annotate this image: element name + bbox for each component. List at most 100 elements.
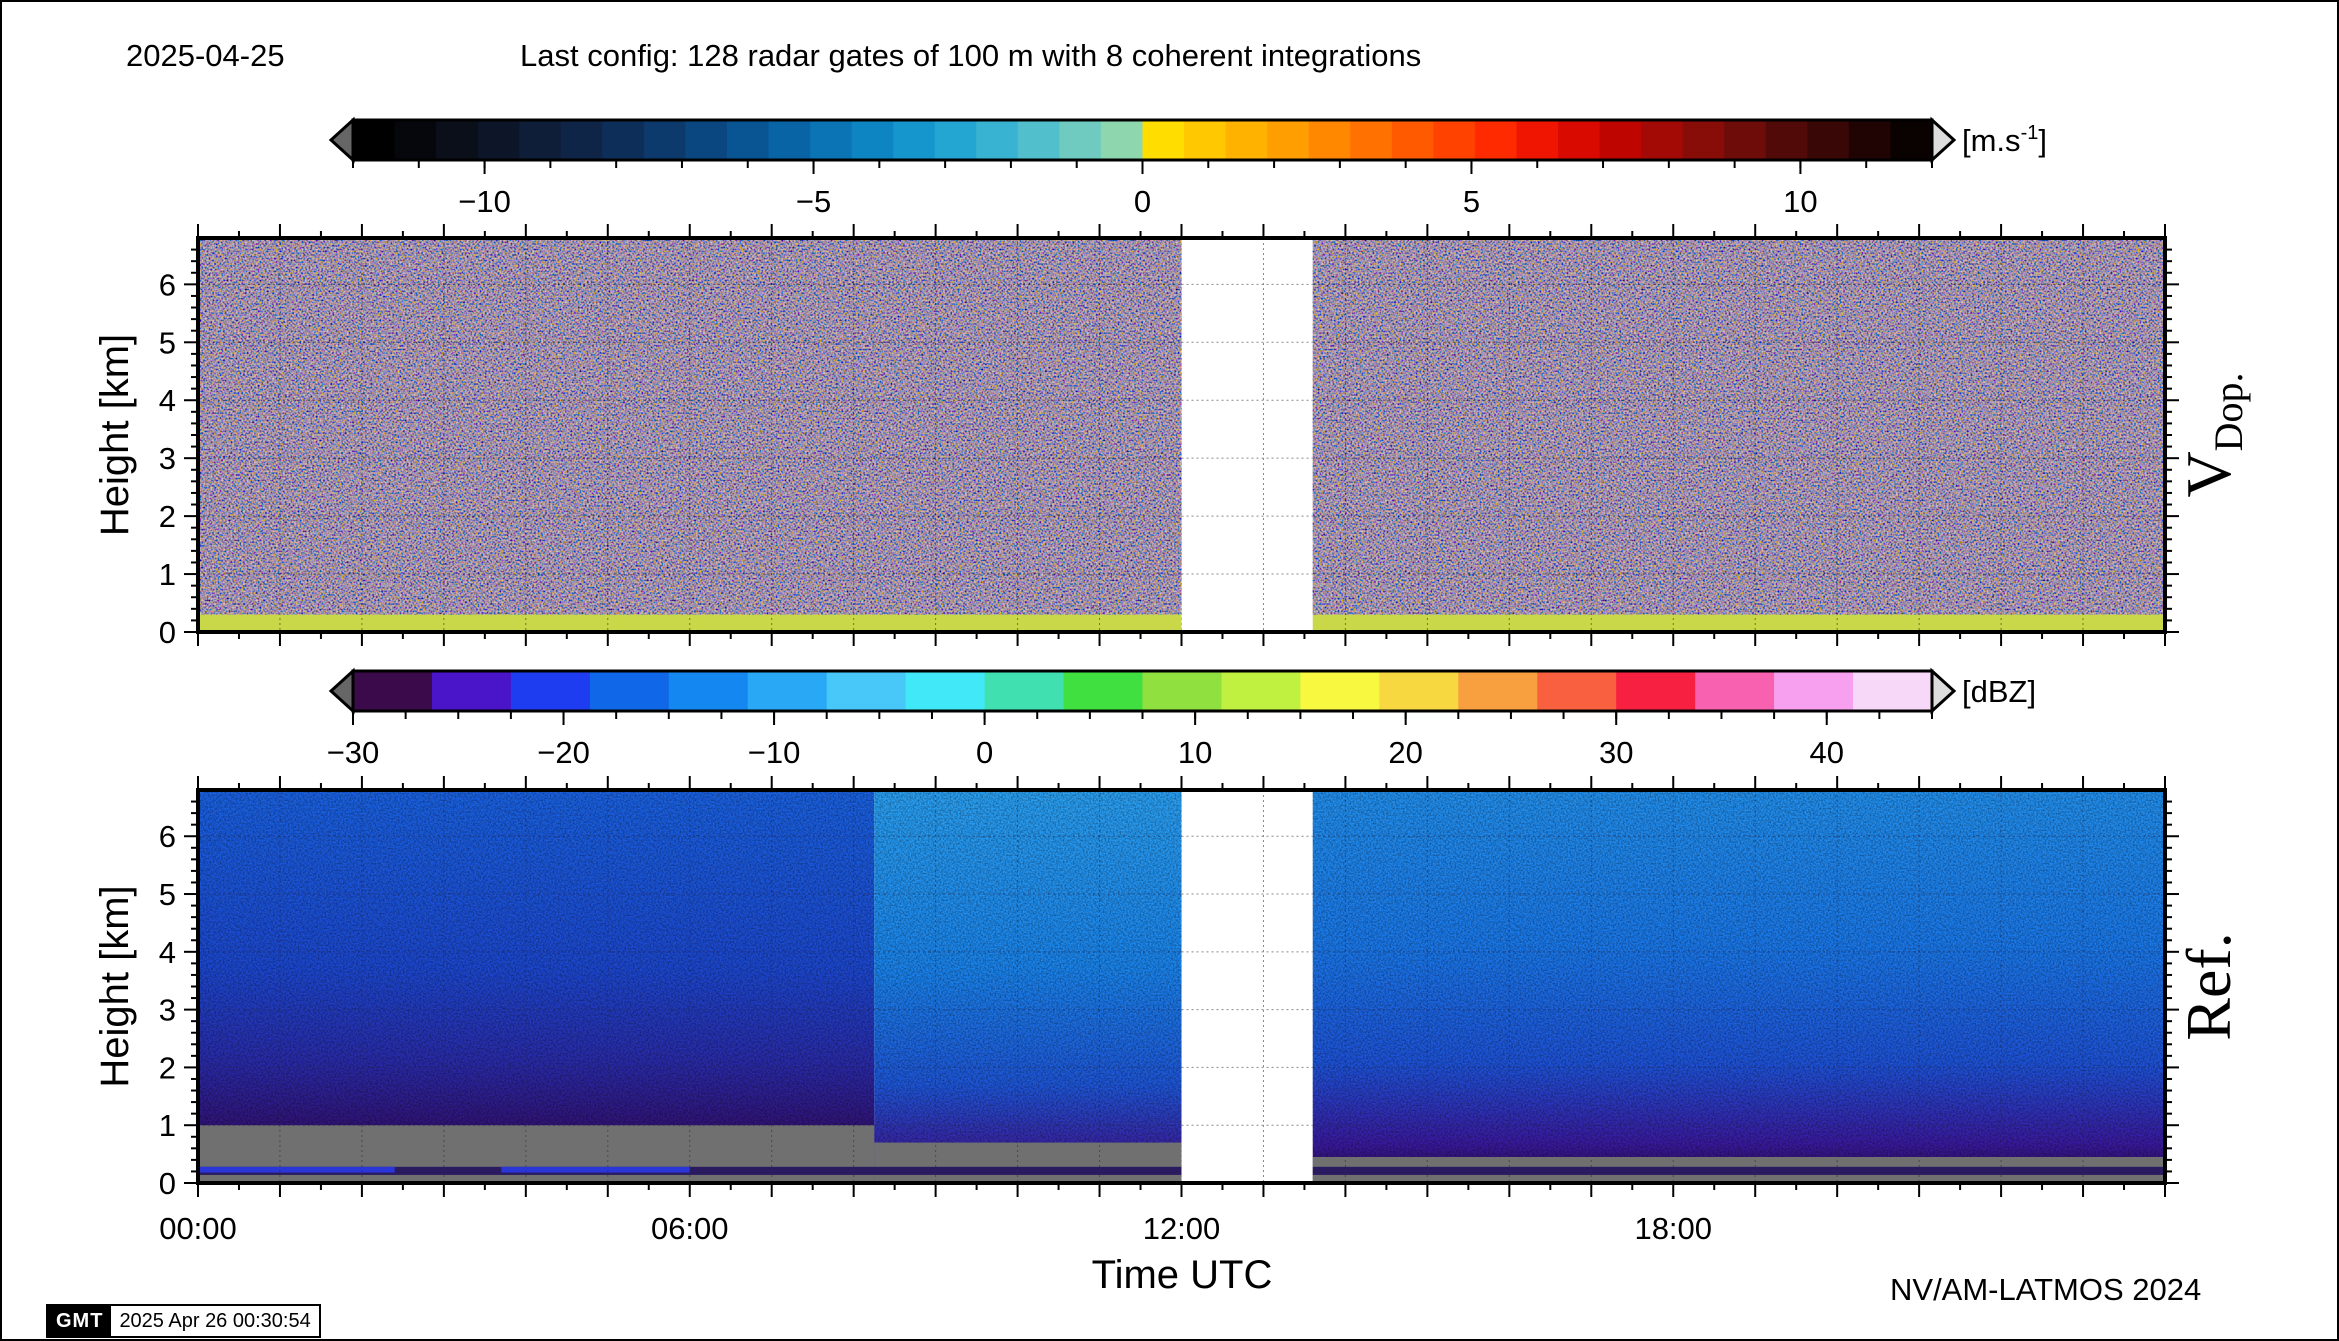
colorbar-segment: [519, 120, 562, 160]
reflectivity-colorbar: −30 −20 −10 0 10 20 30 40 [dBZ]: [327, 667, 2036, 770]
config-description: Last config: 128 radar gates of 100 m wi…: [520, 38, 1422, 73]
colorbar-segment: [1267, 120, 1310, 160]
colorbar-segment: [1774, 671, 1854, 711]
gmt-timestamp-box: GMT 2025 Apr 26 00:30:54: [46, 1304, 321, 1338]
colorbar-under-arrow: [328, 667, 355, 715]
colorbar-segment: [560, 120, 603, 160]
colorbar-tick-label: 10: [1783, 184, 1817, 219]
colorbar-segment: [934, 120, 977, 160]
colorbar-segment: [353, 671, 433, 711]
x-tick-label: 06:00: [651, 1211, 729, 1246]
gmt-logo-icon: GMT: [48, 1306, 112, 1336]
colorbar-segment: [431, 671, 512, 711]
colorbar-segment: [1221, 671, 1301, 711]
colorbar-segment: [893, 120, 936, 160]
colorbar-tick-label: −10: [748, 735, 801, 770]
y-tick-label: 5: [159, 877, 176, 912]
panel-label: VDop.: [2173, 372, 2251, 497]
colorbar-segment: [905, 671, 986, 711]
colorbar-segment: [984, 671, 1065, 711]
colorbar-segment: [394, 120, 437, 160]
colorbar-segment: [353, 120, 396, 160]
colorbar-segment: [826, 671, 907, 711]
colorbar-tick-label: 10: [1178, 735, 1212, 770]
colorbar-segment: [602, 120, 645, 160]
colorbar-segment: [747, 671, 828, 711]
panel-label: Ref.: [2173, 932, 2244, 1040]
colorbar-segment: [1059, 120, 1102, 160]
colorbar-segment: [1063, 671, 1144, 711]
colorbar-tick-label: 20: [1388, 735, 1422, 770]
colorbar-segment: [1853, 671, 1933, 711]
colorbar-under-arrow: [328, 116, 355, 164]
colorbar-segment: [1516, 120, 1559, 160]
y-tick-label: 2: [159, 1050, 176, 1085]
y-tick-label: 6: [159, 267, 176, 302]
colorbar-segment: [643, 120, 687, 160]
x-tick-label: 00:00: [159, 1211, 237, 1246]
colorbar-segment: [726, 120, 770, 160]
x-axis-label: Time UTC: [1092, 1253, 1273, 1297]
y-tick-label: 5: [159, 325, 176, 360]
reflectivity-speckle: [1312, 790, 2165, 1183]
y-tick-label: 0: [159, 615, 176, 650]
y-tick-label: 3: [159, 993, 176, 1028]
colorbar-unit-label: [m.s-1]: [1962, 122, 2047, 158]
colorbar-segment: [1724, 120, 1767, 160]
colorbar-segment: [1184, 120, 1227, 160]
y-axis-label: Height [km]: [93, 334, 137, 536]
colorbar-segment: [1350, 120, 1393, 160]
y-tick-label: 1: [159, 557, 176, 592]
colorbar-segment: [1458, 671, 1538, 711]
colorbar-segment: [810, 120, 853, 160]
colorbar-unit-label: [dBZ]: [1962, 674, 2036, 709]
colorbar-segment: [1807, 120, 1850, 160]
y-tick-label: 1: [159, 1108, 176, 1143]
colorbar-segment: [1890, 120, 1933, 160]
colorbar-segment: [1379, 671, 1459, 711]
velocity-noise-field: [1312, 238, 2165, 615]
colorbar-segment: [1599, 120, 1642, 160]
colorbar-segment: [1848, 120, 1892, 160]
colorbar-segment: [1142, 120, 1185, 160]
credit-text: NV/AM-LATMOS 2024: [1890, 1272, 2202, 1307]
colorbar-segment: [1537, 671, 1617, 711]
colorbar-segment: [768, 120, 811, 160]
colorbar-segment: [589, 671, 670, 711]
colorbar-tick-label: 5: [1463, 184, 1480, 219]
near-ground-layer: [198, 1166, 395, 1173]
reflectivity-panel: 0 1 2 3 4 5 6 00:00 06:00 12:00 18:00 Height [km] Ti…: [93, 776, 2244, 1297]
colorbar-tick-label: 40: [1809, 735, 1843, 770]
colorbar-segment: [1695, 671, 1775, 711]
colorbar-segment: [1765, 120, 1808, 160]
colorbar-tick-label: −20: [537, 735, 590, 770]
doppler-velocity-panel: 0 1 2 3 4 5 6 Height [km] VDop.: [93, 224, 2251, 650]
colorbar-segment: [1308, 120, 1351, 160]
near-ground-layer: [198, 614, 1182, 632]
colorbar-segment: [851, 120, 894, 160]
doppler-colorbar: −10 −5 0 5 10 [m.s-1]: [328, 116, 2047, 219]
x-tick-label: 18:00: [1634, 1211, 1712, 1246]
colorbar-segment: [436, 120, 479, 160]
colorbar-segment: [1391, 120, 1434, 160]
data-gap: [1181, 238, 1313, 632]
colorbar-segment: [1225, 120, 1268, 160]
colorbar-tick-label: −5: [796, 184, 831, 219]
near-ground-layer: [1312, 614, 2165, 632]
colorbar-segment: [668, 671, 749, 711]
colorbar-segment: [1616, 671, 1696, 711]
colorbar-segment: [1474, 120, 1518, 160]
colorbar-over-arrow: [1930, 116, 1957, 164]
y-tick-label: 4: [159, 935, 176, 970]
gmt-timestamp: 2025 Apr 26 00:30:54: [119, 1310, 311, 1332]
colorbar-segment: [1300, 671, 1380, 711]
low-signal-zone: [874, 1142, 1182, 1183]
colorbar-tick-label: 0: [976, 735, 993, 770]
velocity-noise-field: [198, 238, 1182, 615]
colorbar-segment: [1682, 120, 1725, 160]
colorbar-tick-label: 0: [1134, 184, 1151, 219]
colorbar-tick-label: −10: [458, 184, 511, 219]
data-gap: [1181, 790, 1313, 1183]
colorbar-segment: [1641, 120, 1684, 160]
